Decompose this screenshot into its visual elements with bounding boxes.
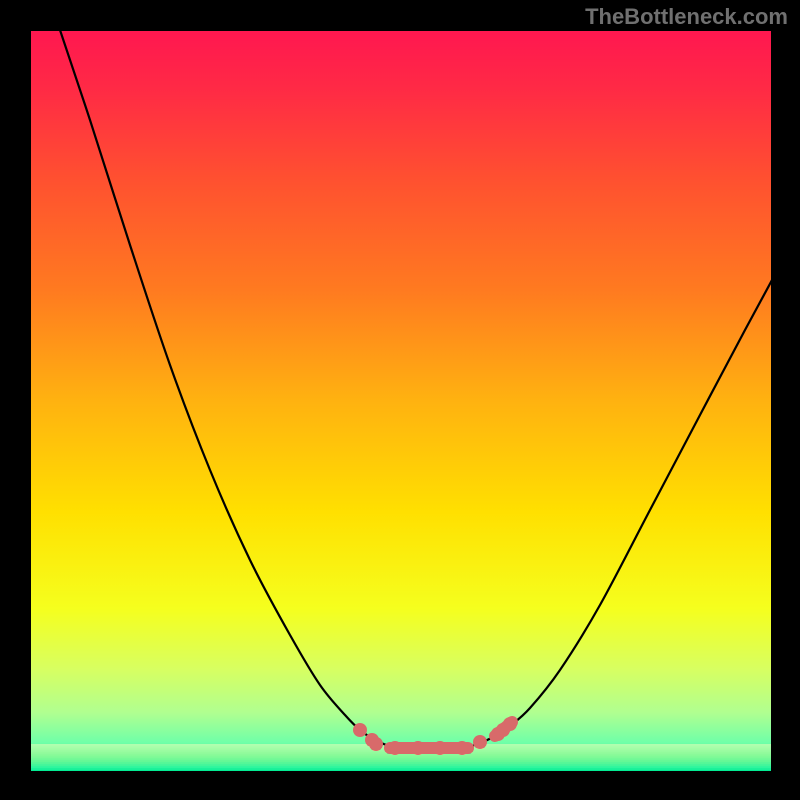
chart-svg — [0, 0, 800, 800]
gradient-background — [30, 30, 772, 772]
plot-area — [30, 30, 772, 772]
watermark-text: TheBottleneck.com — [585, 4, 788, 30]
chart-stage: TheBottleneck.com — [0, 0, 800, 800]
